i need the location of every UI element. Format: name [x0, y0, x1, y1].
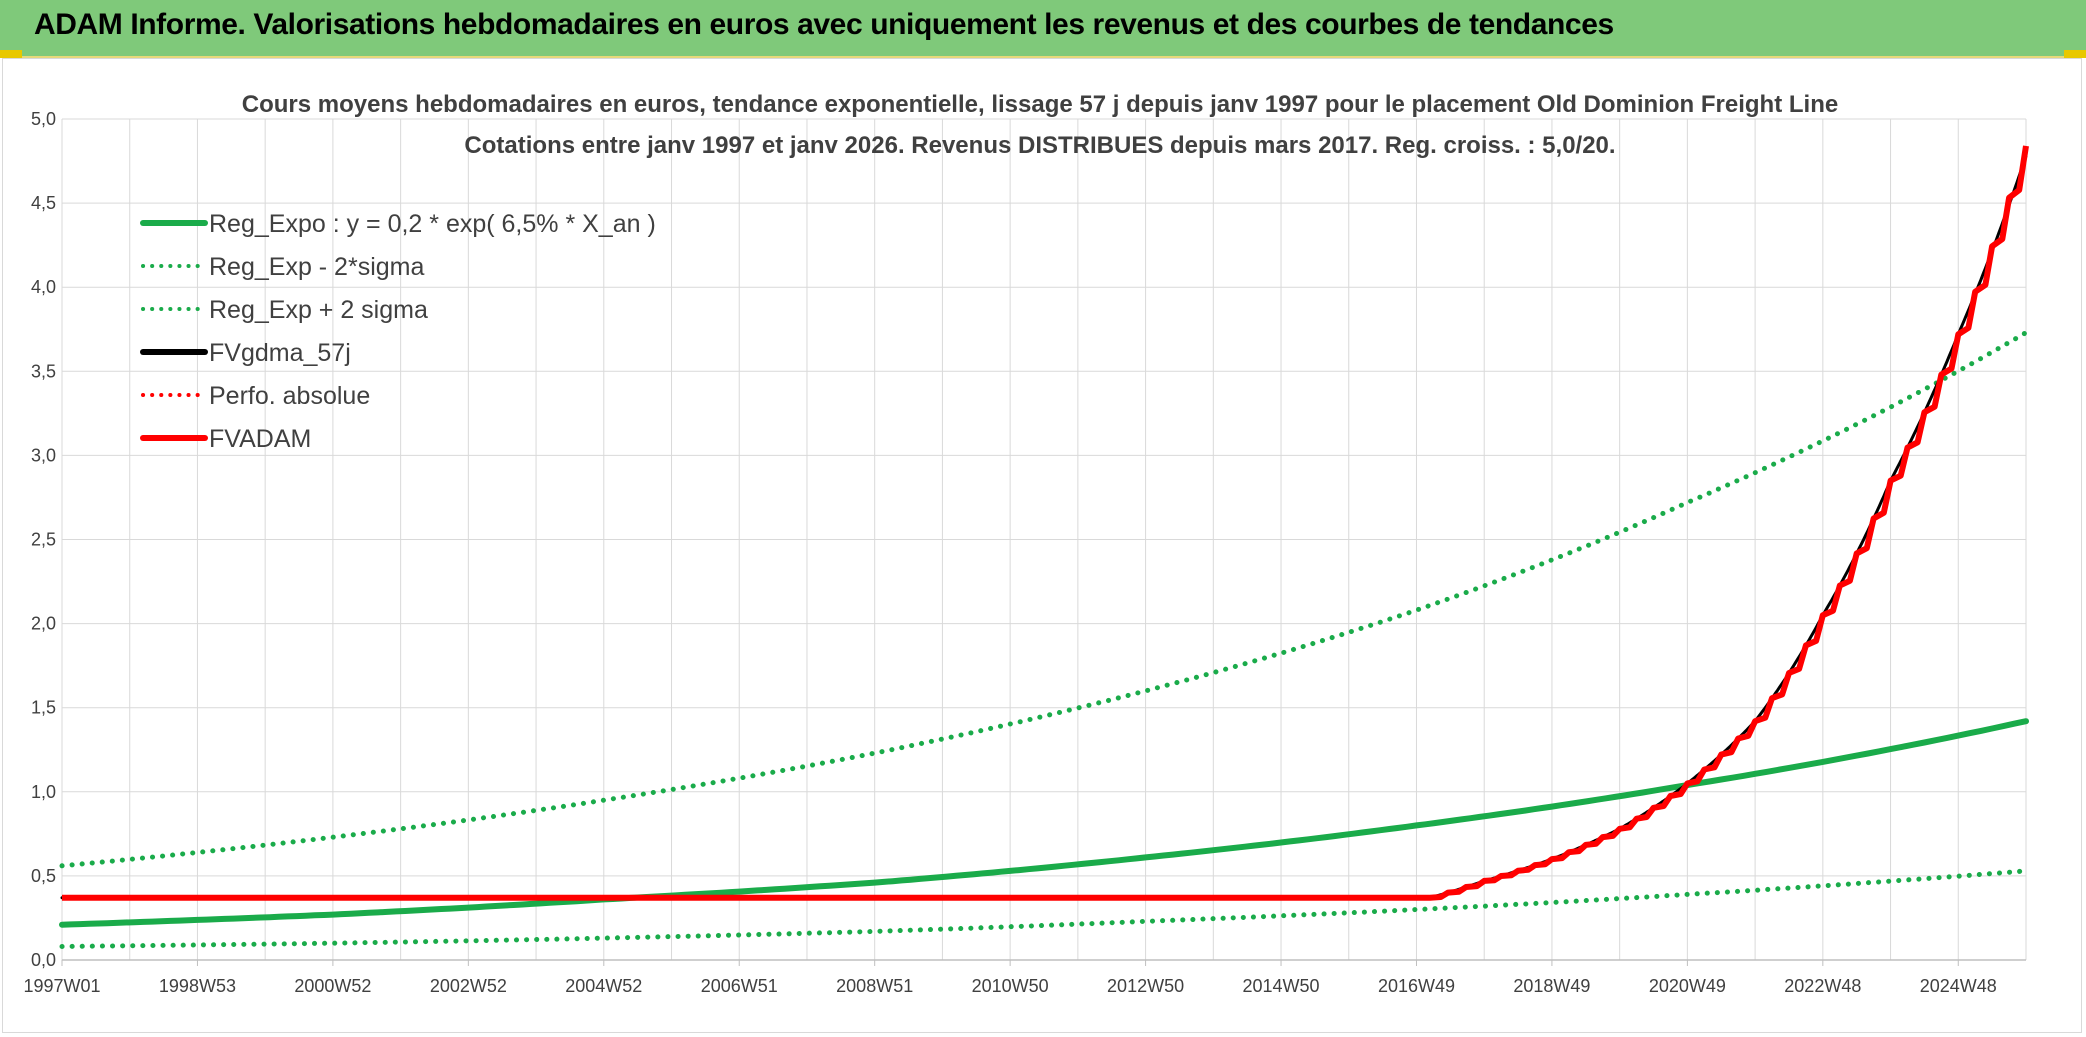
x-tick-label: 1997W01 — [23, 976, 100, 996]
x-tick-label: 2020W49 — [1649, 976, 1726, 996]
x-tick-label: 2000W52 — [294, 976, 371, 996]
y-tick-label: 4,5 — [31, 193, 56, 213]
y-tick-label: 0,0 — [31, 950, 56, 970]
chart-frame — [2, 58, 2082, 1033]
x-tick-label: 2006W51 — [701, 976, 778, 996]
legend-label: Reg_Exp + 2 sigma — [209, 296, 428, 324]
x-tick-label: 1998W53 — [159, 976, 236, 996]
y-tick-label: 4,0 — [31, 277, 56, 297]
y-tick-label: 0,5 — [31, 866, 56, 886]
x-tick-label: 2022W48 — [1784, 976, 1861, 996]
chart-title-line: Cotations entre janv 1997 et janv 2026. … — [464, 132, 1615, 159]
x-tick-label: 2014W50 — [1243, 976, 1320, 996]
series-reg-exp-2-sigma — [59, 330, 2029, 869]
legend-label: FVADAM — [209, 425, 311, 453]
legend-label: Perfo. absolue — [209, 382, 370, 410]
y-tick-label: 3,5 — [31, 361, 56, 381]
y-tick-label: 2,5 — [31, 530, 56, 550]
x-tick-label: 2002W52 — [430, 976, 507, 996]
corner-mark-right — [2064, 50, 2086, 58]
x-tick-label: 2004W52 — [565, 976, 642, 996]
y-tick-label: 2,0 — [31, 614, 56, 634]
y-tick-label: 1,5 — [31, 698, 56, 718]
x-tick-label: 2010W50 — [972, 976, 1049, 996]
y-tick-label: 1,0 — [31, 782, 56, 802]
x-tick-label: 2016W49 — [1378, 976, 1455, 996]
corner-mark-left — [0, 50, 22, 58]
report-title: ADAM Informe. Valorisations hebdomadaire… — [34, 8, 1614, 41]
legend-label: Reg_Expo : y = 0,2 * exp( 6,5% * X_an ) — [209, 210, 656, 238]
chart-title-line: Cours moyens hebdomadaires en euros, ten… — [242, 91, 1838, 118]
x-tick-label: 2012W50 — [1107, 976, 1184, 996]
series-fvadam — [62, 145, 2029, 901]
series-reg-exp-2-sigma — [59, 868, 2029, 949]
x-tick-label: 2018W49 — [1513, 976, 1590, 996]
x-tick-label: 2024W48 — [1920, 976, 1997, 996]
legend-label: FVgdma_57j — [209, 339, 351, 367]
legend-label: Reg_Exp - 2*sigma — [209, 253, 424, 281]
y-tick-label: 3,0 — [31, 445, 56, 465]
y-tick-label: 5,0 — [31, 109, 56, 129]
series-reg-expo — [59, 718, 2029, 928]
header-banner: ADAM Informe. Valorisations hebdomadaire… — [0, 0, 2086, 58]
x-tick-label: 2008W51 — [836, 976, 913, 996]
